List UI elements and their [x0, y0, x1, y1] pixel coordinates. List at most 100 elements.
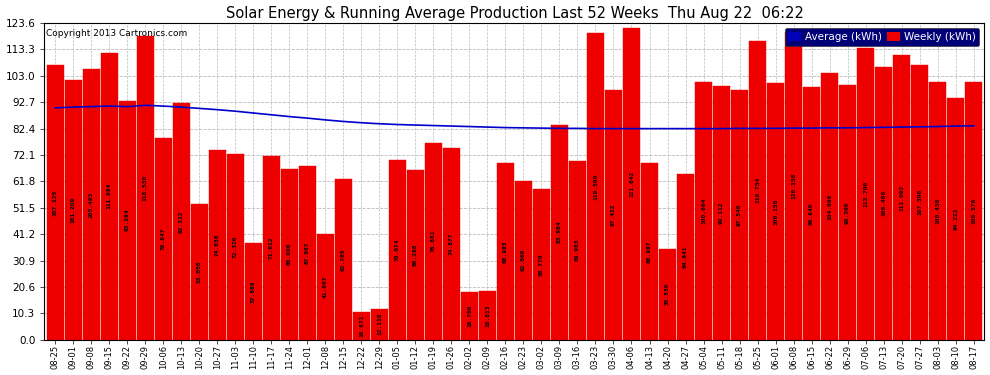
Text: 18.700: 18.700 — [467, 304, 472, 327]
Text: 76.881: 76.881 — [431, 230, 436, 252]
Text: 58.770: 58.770 — [539, 253, 544, 276]
Text: 98.646: 98.646 — [809, 202, 814, 225]
Text: 66.696: 66.696 — [287, 243, 292, 266]
Bar — [155, 138, 171, 340]
Text: 104.006: 104.006 — [827, 194, 832, 220]
Bar — [227, 154, 244, 340]
Text: 100.436: 100.436 — [936, 198, 940, 224]
Bar — [893, 55, 910, 340]
Bar — [65, 81, 81, 340]
Text: 70.074: 70.074 — [395, 238, 400, 261]
Text: 71.612: 71.612 — [269, 237, 274, 259]
Text: 74.038: 74.038 — [215, 234, 220, 256]
Bar — [534, 189, 549, 340]
Bar — [461, 292, 478, 340]
Bar — [497, 163, 514, 340]
Bar — [263, 156, 279, 340]
Bar — [947, 98, 964, 340]
Text: 111.984: 111.984 — [107, 183, 112, 209]
Bar — [749, 40, 766, 340]
Text: 74.877: 74.877 — [448, 232, 454, 255]
Text: 113.790: 113.790 — [863, 181, 868, 207]
Bar — [713, 86, 730, 340]
Text: 68.903: 68.903 — [503, 240, 508, 262]
Bar — [299, 166, 316, 340]
Text: 107.390: 107.390 — [917, 189, 922, 215]
Bar — [677, 174, 694, 340]
Bar — [875, 67, 892, 340]
Text: 18.813: 18.813 — [485, 304, 490, 327]
Text: 116.754: 116.754 — [755, 177, 760, 203]
Text: 64.641: 64.641 — [683, 246, 688, 268]
Legend: Average (kWh), Weekly (kWh): Average (kWh), Weekly (kWh) — [784, 28, 979, 46]
Text: 67.967: 67.967 — [305, 242, 310, 264]
Title: Solar Energy & Running Average Production Last 52 Weeks  Thu Aug 22  06:22: Solar Energy & Running Average Productio… — [226, 6, 804, 21]
Text: 10.671: 10.671 — [359, 315, 364, 337]
Bar — [407, 170, 424, 340]
Bar — [767, 83, 784, 340]
Bar — [444, 148, 459, 340]
Text: 12.118: 12.118 — [377, 313, 382, 335]
Bar — [587, 33, 604, 340]
Bar — [930, 82, 945, 340]
Text: 69.903: 69.903 — [575, 239, 580, 261]
Bar — [371, 309, 388, 340]
Text: 97.540: 97.540 — [737, 204, 742, 226]
Text: 62.060: 62.060 — [521, 249, 526, 272]
Text: 66.288: 66.288 — [413, 243, 418, 266]
Text: Copyright 2013 Cartronics.com: Copyright 2013 Cartronics.com — [47, 30, 187, 39]
Text: 100.576: 100.576 — [971, 198, 976, 224]
Bar — [479, 291, 496, 340]
Bar — [965, 82, 982, 340]
Text: 100.158: 100.158 — [773, 198, 778, 225]
Bar — [425, 143, 442, 340]
Bar — [569, 160, 586, 340]
Text: 92.312: 92.312 — [179, 210, 184, 233]
Bar — [785, 32, 802, 340]
Bar — [246, 243, 261, 340]
Bar — [191, 204, 208, 340]
Bar — [353, 312, 369, 340]
Bar — [912, 64, 928, 340]
Text: 100.664: 100.664 — [701, 198, 706, 224]
Text: 94.222: 94.222 — [953, 208, 958, 230]
Bar — [803, 87, 820, 340]
Bar — [101, 53, 118, 340]
Bar — [515, 181, 532, 340]
Bar — [47, 65, 63, 340]
Text: 99.112: 99.112 — [719, 201, 724, 224]
Text: 101.209: 101.209 — [70, 197, 76, 223]
Text: 78.647: 78.647 — [160, 228, 165, 250]
Text: 105.493: 105.493 — [89, 191, 94, 217]
Text: 107.125: 107.125 — [52, 189, 57, 216]
Bar — [822, 73, 838, 340]
Text: 97.432: 97.432 — [611, 204, 616, 226]
Text: 119.590: 119.590 — [593, 173, 598, 200]
Text: 68.907: 68.907 — [647, 240, 652, 262]
Text: 120.158: 120.158 — [791, 172, 796, 199]
Bar — [335, 179, 351, 340]
Text: 106.468: 106.468 — [881, 190, 886, 216]
Bar — [389, 160, 406, 340]
Bar — [137, 36, 153, 340]
Bar — [695, 82, 712, 340]
Text: 118.530: 118.530 — [143, 175, 148, 201]
Text: 93.264: 93.264 — [125, 209, 130, 231]
Bar — [857, 48, 874, 340]
Bar — [173, 103, 190, 340]
Bar — [281, 169, 298, 340]
Bar — [840, 85, 856, 340]
Bar — [605, 90, 622, 340]
Text: 111.092: 111.092 — [899, 184, 904, 210]
Bar — [317, 234, 334, 340]
Text: 121.642: 121.642 — [629, 171, 634, 197]
Text: 41.097: 41.097 — [323, 276, 328, 298]
Text: 53.056: 53.056 — [197, 261, 202, 283]
Text: 72.320: 72.320 — [233, 236, 238, 258]
Bar — [119, 101, 136, 340]
Bar — [732, 90, 747, 340]
Text: 83.984: 83.984 — [557, 221, 562, 243]
Bar — [624, 28, 640, 340]
Bar — [551, 124, 567, 340]
Bar — [642, 163, 657, 340]
